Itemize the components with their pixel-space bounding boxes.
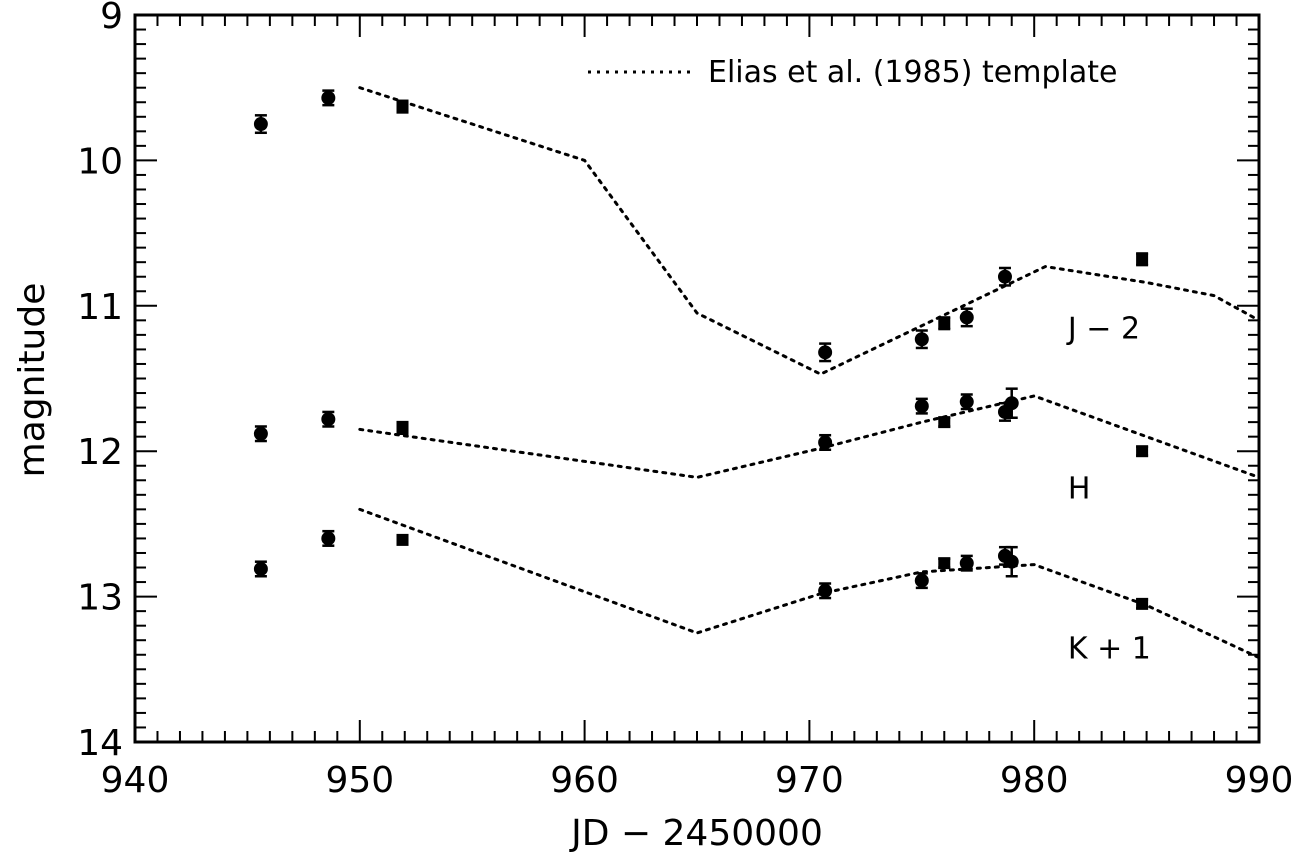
template-curve [358,86,1261,376]
data-point-circle [914,573,929,588]
template-curve [358,394,1261,479]
data-point-circle [818,583,833,598]
x-tick-label: 960 [550,760,619,801]
data-point-square [1136,253,1149,266]
band-label: H [1068,472,1091,507]
data-points [253,89,1149,610]
data-point-circle [959,310,974,325]
data-point-circle [997,269,1012,284]
y-axis-title: magnitude [12,283,53,478]
band-labels: J − 2 H K + 1 [1066,312,1151,667]
data-point-circle [321,531,336,546]
data-point-square [396,421,409,434]
data-point-circle [321,90,336,105]
data-point-circle [253,561,268,576]
x-axis-title: JD − 2450000 [569,813,823,854]
legend: Elias et al. (1985) template [588,55,1117,90]
data-point-square [938,557,951,570]
data-point-square [396,533,409,546]
y-tick-label: 11 [77,287,123,328]
template-curves [358,86,1261,660]
data-point-circle [914,399,929,414]
x-axis-ticks: 940 950 960 970 980 990 [101,15,1294,801]
data-point-circle [253,117,268,132]
template-curve [358,507,1261,660]
data-point-square [938,416,951,429]
x-tick-label: 970 [775,760,844,801]
data-point-square [1136,445,1149,458]
x-tick-label: 990 [1225,760,1294,801]
x-tick-label: 950 [325,760,394,801]
data-point-circle [818,345,833,360]
data-point-square [396,100,409,113]
data-point-circle [1004,554,1019,569]
y-tick-label: 9 [100,0,123,37]
y-tick-label: 13 [77,578,123,619]
x-tick-label: 940 [101,760,170,801]
data-point-square [1136,597,1149,610]
x-tick-label: 980 [1000,760,1069,801]
y-tick-label: 10 [77,141,123,182]
axes: 940 950 960 970 980 990 9 10 11 12 13 14 [77,0,1293,801]
data-point-circle [959,394,974,409]
y-tick-label: 12 [77,432,123,473]
data-point-circle [959,556,974,571]
y-tick-label: 14 [77,723,123,764]
data-point-square [938,317,951,330]
data-point-circle [1004,396,1019,411]
data-point-circle [321,412,336,427]
band-label: K + 1 [1068,631,1151,666]
y-axis-ticks: 9 10 11 12 13 14 [77,0,1259,764]
data-point-circle [818,435,833,450]
legend-entry-label: Elias et al. (1985) template [708,55,1117,90]
data-point-circle [914,332,929,347]
data-point-circle [253,426,268,441]
band-label: J − 2 [1066,312,1140,347]
